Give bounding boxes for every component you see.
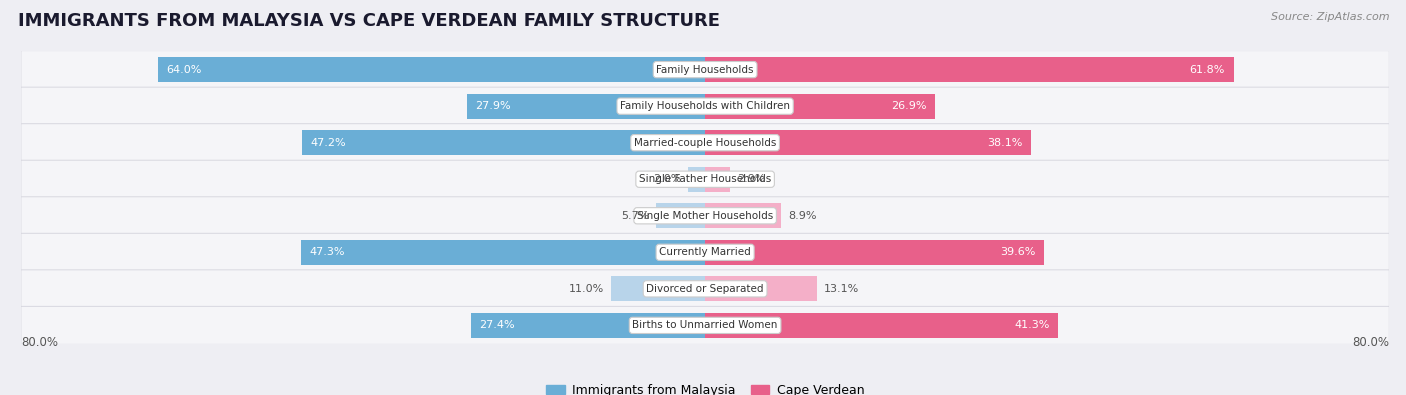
Text: Married-couple Households: Married-couple Households xyxy=(634,138,776,148)
Text: 61.8%: 61.8% xyxy=(1189,65,1225,75)
Bar xyxy=(657,203,706,228)
FancyBboxPatch shape xyxy=(21,270,1389,308)
Bar xyxy=(688,167,706,192)
Text: Single Mother Households: Single Mother Households xyxy=(637,211,773,221)
FancyBboxPatch shape xyxy=(21,124,1389,162)
Bar xyxy=(706,94,935,118)
Bar xyxy=(301,130,706,155)
Bar xyxy=(467,94,706,118)
Text: 47.2%: 47.2% xyxy=(311,138,346,148)
Bar xyxy=(612,276,706,301)
Text: 8.9%: 8.9% xyxy=(787,211,817,221)
Text: Single Father Households: Single Father Households xyxy=(638,174,772,184)
Text: 2.9%: 2.9% xyxy=(737,174,765,184)
Text: 27.9%: 27.9% xyxy=(475,101,510,111)
Text: 5.7%: 5.7% xyxy=(621,211,650,221)
Text: Currently Married: Currently Married xyxy=(659,247,751,257)
FancyBboxPatch shape xyxy=(21,233,1389,271)
Text: 38.1%: 38.1% xyxy=(987,138,1022,148)
Text: 27.4%: 27.4% xyxy=(479,320,515,330)
Text: Source: ZipAtlas.com: Source: ZipAtlas.com xyxy=(1271,12,1389,22)
Bar xyxy=(471,313,706,338)
Text: 39.6%: 39.6% xyxy=(1000,247,1035,257)
Bar xyxy=(301,240,706,265)
Text: 11.0%: 11.0% xyxy=(569,284,605,294)
Legend: Immigrants from Malaysia, Cape Verdean: Immigrants from Malaysia, Cape Verdean xyxy=(541,379,869,395)
Text: Family Households with Children: Family Households with Children xyxy=(620,101,790,111)
Text: Divorced or Separated: Divorced or Separated xyxy=(647,284,763,294)
Bar xyxy=(706,130,1031,155)
Text: 2.0%: 2.0% xyxy=(652,174,681,184)
Bar xyxy=(706,203,782,228)
FancyBboxPatch shape xyxy=(21,51,1389,88)
Text: 64.0%: 64.0% xyxy=(166,65,202,75)
Text: 13.1%: 13.1% xyxy=(824,284,859,294)
Text: 26.9%: 26.9% xyxy=(891,101,927,111)
Text: Family Households: Family Households xyxy=(657,65,754,75)
Text: 80.0%: 80.0% xyxy=(1353,336,1389,349)
Bar xyxy=(706,167,730,192)
Text: 80.0%: 80.0% xyxy=(21,336,58,349)
FancyBboxPatch shape xyxy=(21,87,1389,125)
Text: IMMIGRANTS FROM MALAYSIA VS CAPE VERDEAN FAMILY STRUCTURE: IMMIGRANTS FROM MALAYSIA VS CAPE VERDEAN… xyxy=(18,12,720,30)
Bar xyxy=(706,313,1059,338)
Bar xyxy=(706,276,817,301)
FancyBboxPatch shape xyxy=(21,160,1389,198)
FancyBboxPatch shape xyxy=(21,307,1389,344)
Text: 41.3%: 41.3% xyxy=(1014,320,1050,330)
Bar xyxy=(706,57,1233,82)
FancyBboxPatch shape xyxy=(21,197,1389,235)
Bar xyxy=(157,57,706,82)
Text: 47.3%: 47.3% xyxy=(309,247,344,257)
Text: Births to Unmarried Women: Births to Unmarried Women xyxy=(633,320,778,330)
Bar xyxy=(706,240,1043,265)
